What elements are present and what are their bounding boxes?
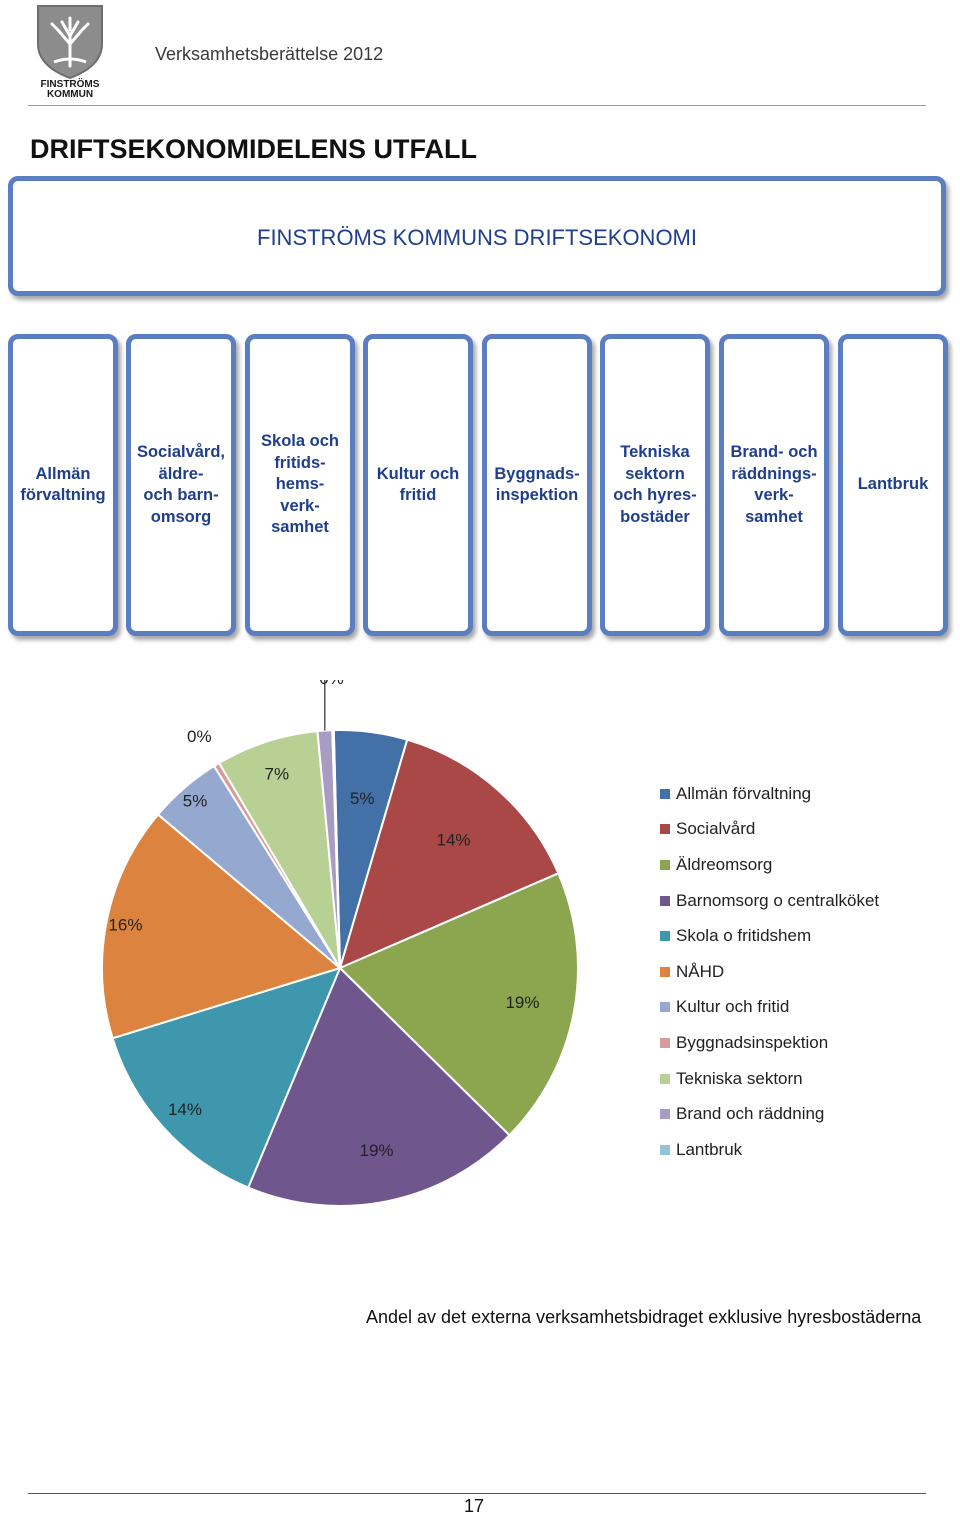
pie-data-label-1: 5% xyxy=(350,789,375,808)
pie-data-label-4: 19% xyxy=(360,1141,394,1160)
legend-swatch xyxy=(660,966,670,977)
org-box-kultur: Kultur och fritid xyxy=(363,334,473,636)
header-divider xyxy=(28,105,926,106)
org-chart-top-box: FINSTRÖMS KOMMUNS DRIFTSEKONOMI xyxy=(8,176,946,296)
legend-label: Kultur och fritid xyxy=(676,997,790,1017)
legend-item: Byggnadsinspektion xyxy=(660,1025,879,1061)
org-box-socialvard: Socialvård, äldre- och barn- omsorg xyxy=(126,334,236,636)
legend-label: Lantbruk xyxy=(676,1139,743,1159)
municipality-logo: FINSTRÖMS KOMMUN xyxy=(30,4,110,100)
section-title: DRIFTSEKONOMIDELENS UTFALL xyxy=(30,134,477,164)
legend-item: Skola o fritidshem xyxy=(660,918,879,954)
legend-item: Socialvård xyxy=(660,812,879,848)
legend-label: Socialvård xyxy=(676,819,756,839)
org-box-lantbruk: Lantbruk xyxy=(838,334,948,636)
legend-swatch xyxy=(660,1002,670,1013)
org-box-byggnadsinspektion: Byggnads- inspektion xyxy=(482,334,592,636)
org-box-label: Kultur och fritid xyxy=(376,464,460,505)
chart-legend: Allmän förvaltning Socialvård Äldreomsorg B… xyxy=(660,776,879,1168)
legend-item: Brand och räddning xyxy=(660,1096,879,1132)
pie-slice-4 xyxy=(246,966,511,1207)
logo-text-line1: FINSTRÖMS xyxy=(40,79,100,90)
legend-swatch xyxy=(660,1144,670,1155)
org-box-brand: Brand- och räddnings- verk- samhet xyxy=(719,334,829,636)
pie-data-label-6: 16% xyxy=(108,915,142,934)
org-box-label: Brand- och räddnings- verk- samhet xyxy=(730,443,818,526)
legend-item: Äldreomsorg xyxy=(660,847,879,883)
legend-item: Kultur och fritid xyxy=(660,990,879,1026)
legend-label: Äldreomsorg xyxy=(676,854,773,874)
legend-swatch xyxy=(660,931,670,942)
pie-slice-3 xyxy=(338,872,579,1137)
pie-data-label-11: 0% xyxy=(319,680,344,688)
legend-swatch xyxy=(660,824,670,835)
org-box-allman-forvaltning: Allmän förvaltning xyxy=(8,334,118,636)
legend-item: Barnomsorg o centralköket xyxy=(660,883,879,919)
pie-slice-5 xyxy=(111,966,342,1189)
legend-item: Allmän förvaltning xyxy=(660,776,879,812)
legend-label: Barnomsorg o centralköket xyxy=(676,890,880,910)
legend-label: Brand och räddning xyxy=(676,1104,825,1124)
legend-label: Tekniska sektorn xyxy=(676,1068,803,1088)
legend-swatch xyxy=(660,859,670,870)
page-number: 17 xyxy=(464,1496,485,1516)
pie-slice-6 xyxy=(101,813,343,1040)
legend-swatch xyxy=(660,1109,670,1120)
legend-swatch xyxy=(660,895,670,906)
pie-chart: 5%14%19%19%14%16%5%0%7%1%0% xyxy=(101,680,579,1207)
pie-data-label-5: 14% xyxy=(168,1100,202,1119)
org-box-tekniska: Tekniska sektorn och hyres- bostäder xyxy=(600,334,710,636)
legend-item: Lantbruk xyxy=(660,1132,879,1168)
pie-leader-line-10 xyxy=(324,680,326,731)
org-box-label: Byggnads- inspektion xyxy=(494,464,580,505)
legend-swatch xyxy=(660,788,670,799)
pie-data-label-3: 19% xyxy=(505,993,539,1012)
legend-swatch xyxy=(660,1073,670,1084)
legend-item: Tekniska sektorn xyxy=(660,1061,879,1097)
pie-data-label-7: 5% xyxy=(183,792,208,811)
legend-label: Skola o fritidshem xyxy=(676,926,812,946)
org-chart-top-label: FINSTRÖMS KOMMUNS DRIFTSEKONOMI xyxy=(257,225,697,250)
pie-slice-2 xyxy=(338,738,560,970)
org-box-label: Skola och fritids- hems- verk- samhet xyxy=(261,432,339,537)
legend-label: Allmän förvaltning xyxy=(676,783,812,803)
org-box-skola: Skola och fritids- hems- verk- samhet xyxy=(245,334,355,636)
org-box-label: Socialvård, äldre- och barn- omsorg xyxy=(136,443,226,526)
pie-data-label-2: 14% xyxy=(436,831,470,850)
pie-data-label-8: 0% xyxy=(187,727,212,746)
pie-slice-11 xyxy=(331,729,341,969)
org-box-label: Tekniska sektorn och hyres- bostäder xyxy=(613,443,697,526)
legend-label: NÅHD xyxy=(676,961,725,981)
legend-swatch xyxy=(660,1037,670,1048)
legend-label: Byggnadsinspektion xyxy=(676,1032,829,1052)
logo-text-line2: KOMMUN xyxy=(46,89,94,100)
org-box-label: Lantbruk xyxy=(857,475,929,494)
pie-slice-9 xyxy=(217,729,341,969)
chart-caption: Andel av det externa verksamhetsbidraget… xyxy=(366,1307,922,1327)
header-title: Verksamhetsberättelse 2012 xyxy=(155,44,384,64)
footer-divider xyxy=(28,1493,926,1494)
org-box-label: Allmän förvaltning xyxy=(20,464,106,505)
legend-item: NÅHD xyxy=(660,954,879,990)
pie-data-label-9: 7% xyxy=(265,764,290,783)
